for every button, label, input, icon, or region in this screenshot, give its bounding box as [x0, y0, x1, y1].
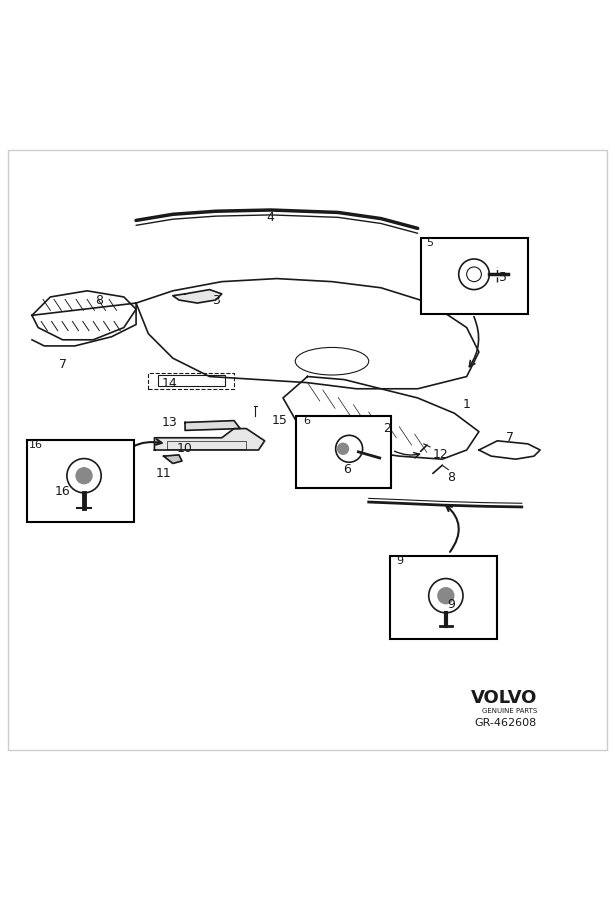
Text: 6: 6 [343, 464, 351, 476]
Circle shape [76, 468, 92, 483]
Polygon shape [173, 290, 222, 303]
Text: 3: 3 [212, 293, 220, 307]
Text: GR-462608: GR-462608 [475, 718, 537, 728]
Bar [27, 439, 134, 522]
Text: 9: 9 [448, 598, 455, 611]
Circle shape [438, 588, 454, 604]
Bar [157, 375, 225, 386]
Bar [421, 238, 528, 314]
Text: 7: 7 [58, 358, 66, 371]
Polygon shape [164, 454, 182, 464]
Bar [390, 556, 498, 639]
Text: 13: 13 [162, 416, 178, 429]
Circle shape [338, 444, 349, 454]
Text: 6: 6 [303, 416, 310, 426]
Text: VOLVO: VOLVO [470, 689, 537, 707]
Text: 9: 9 [396, 556, 403, 566]
Text: 14: 14 [162, 377, 178, 391]
Text: 12: 12 [433, 448, 449, 462]
Text: 16: 16 [29, 440, 42, 450]
Text: 2: 2 [383, 422, 391, 435]
Text: 4: 4 [267, 211, 275, 224]
Bar [296, 416, 391, 488]
Text: 5: 5 [426, 238, 434, 248]
Polygon shape [185, 420, 240, 430]
Text: GENUINE PARTS: GENUINE PARTS [482, 707, 537, 714]
Text: 1: 1 [462, 398, 470, 410]
Text: 7: 7 [506, 431, 514, 445]
Text: 5: 5 [499, 271, 507, 284]
Text: 15: 15 [272, 414, 288, 427]
Text: 16: 16 [55, 485, 71, 498]
Text: 11: 11 [156, 467, 172, 480]
Text: 8: 8 [95, 293, 103, 307]
Text: 10: 10 [177, 442, 193, 455]
Text: 8: 8 [447, 471, 455, 484]
Polygon shape [154, 428, 264, 450]
